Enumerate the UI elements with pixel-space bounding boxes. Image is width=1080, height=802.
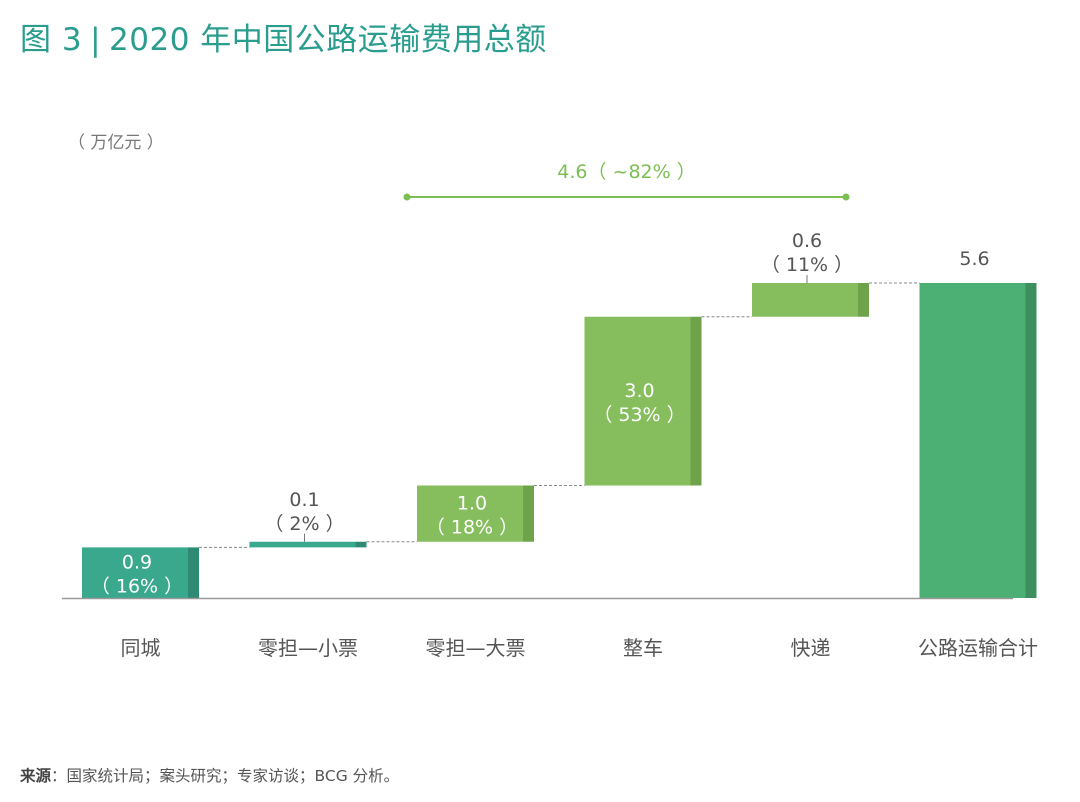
category-label: 快递 [791,636,831,660]
bar-side-2 [523,485,534,542]
chart-title: 图 3 | 2020 年中国公路运输费用总额 [20,14,547,59]
bar-side-0 [188,547,199,598]
bar-side-3 [690,316,702,486]
category-label: 同城 [121,636,161,660]
value-label: 1.0 [457,493,487,515]
value-label: 5.6 [959,248,989,270]
value-label: 3.0 [624,380,654,402]
bar-side-5 [1025,283,1037,598]
bracket-end-dot [842,193,850,201]
bar-2 [417,485,523,542]
bar-4 [752,283,858,317]
value-label: 0.1 [289,489,319,511]
value-label: 0.9 [122,552,152,574]
bar-side-4 [858,283,869,317]
category-label: 整车 [623,636,663,660]
unit-label: （ 万亿元 ） [68,133,164,153]
category-label: 零担—小票 [258,636,358,660]
source-label: 来源 [20,767,52,785]
value-label: 0.6 [792,230,822,252]
bar-0 [82,547,188,598]
bar-side-1 [355,541,367,548]
share-label: （ 11% ） [761,254,853,276]
share-label: （ 18% ） [426,517,518,539]
bar-5 [919,283,1026,598]
category-label: 公路运输合计 [918,636,1038,660]
bracket-end-dot [403,193,411,201]
share-label: （ 2% ） [264,513,344,535]
figure-number: 图 3 [20,22,83,58]
title-text: 2020 年中国公路运输费用总额 [109,22,547,58]
source-note: 来源：国家统计局；案头研究；专家访谈；BCG 分析。 [20,764,399,786]
waterfall-chart: （ 万亿元 ） 0.9（ 16% ） 同城 0.1（ 2% ） 零担—小票 1.0（ 18… [62,133,1038,660]
category-label: 零担—大票 [426,636,526,660]
share-label: （ 16% ） [91,576,183,598]
bar-1 [249,541,356,548]
bar-3 [584,316,691,486]
source-text: 国家统计局；案头研究；专家访谈；BCG 分析。 [66,767,400,785]
bracket-label: 4.6（ ~82% ） [557,161,695,183]
title-separator: | [90,22,102,58]
share-label: （ 53% ） [593,404,685,426]
source-colon: ： [51,767,67,785]
